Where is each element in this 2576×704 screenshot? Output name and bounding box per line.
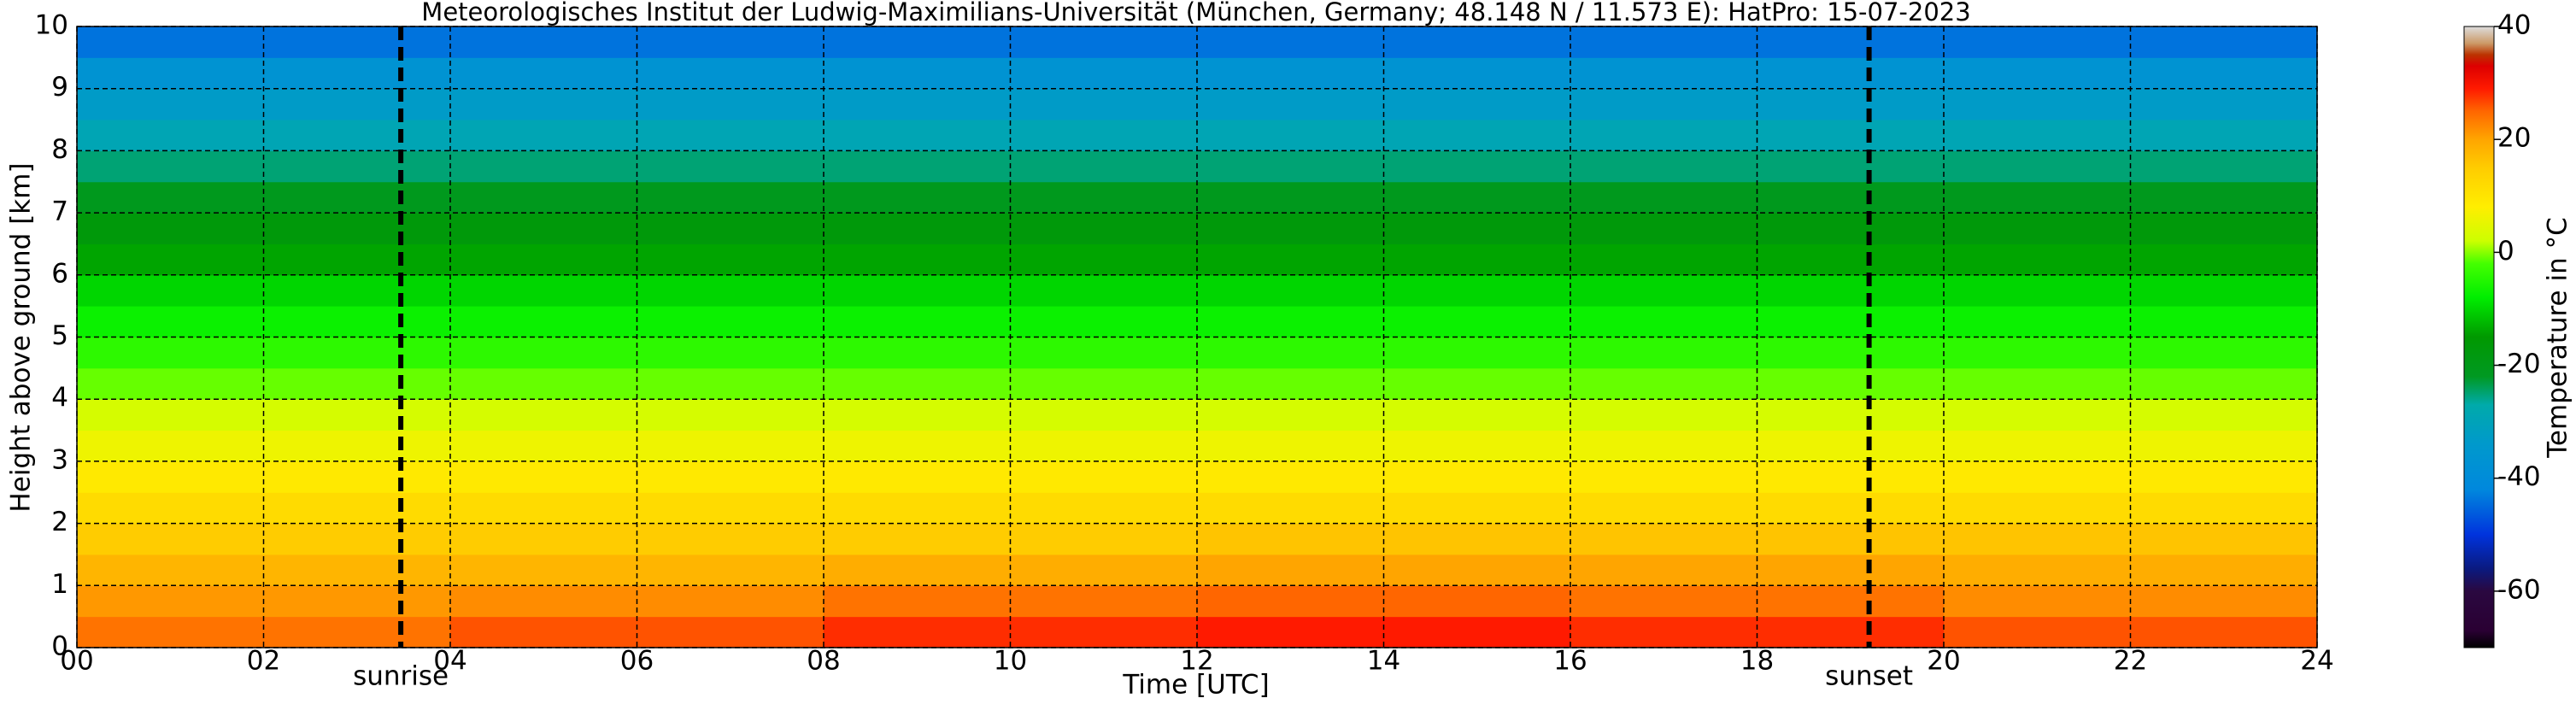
y-tick-label: 5 xyxy=(51,320,68,351)
x-tick-label: 14 xyxy=(1367,646,1400,677)
y-tick-label: 10 xyxy=(35,10,68,41)
colorbar-tick-label: 0 xyxy=(2497,236,2514,267)
y-axis-label: Height above ground [km] xyxy=(6,162,37,512)
x-tick-label: 10 xyxy=(994,646,1027,677)
y-tick-label: 1 xyxy=(51,569,68,600)
chart-title: Meteorologisches Institut der Ludwig-Max… xyxy=(421,0,1970,26)
y-tick-label: 8 xyxy=(51,134,68,165)
x-tick-label: 00 xyxy=(60,646,93,677)
x-tick-label: 20 xyxy=(1927,646,1960,677)
y-tick-label: 3 xyxy=(51,444,68,475)
y-tick-label: 7 xyxy=(51,197,68,227)
x-tick-label: 08 xyxy=(807,646,840,677)
colorbar-tick-label: -40 xyxy=(2497,461,2541,492)
x-tick-label: 24 xyxy=(2300,646,2333,677)
x-tick-label: 12 xyxy=(1180,646,1213,677)
y-tick-label: 6 xyxy=(51,258,68,289)
x-tick-label: 04 xyxy=(433,646,466,677)
colorbar-tick-label: -20 xyxy=(2497,349,2541,379)
x-tick-label: 02 xyxy=(247,646,280,677)
annotation-label: sunset xyxy=(1825,661,1913,692)
y-tick-label: 4 xyxy=(51,383,68,414)
colorbar-tick-label: -60 xyxy=(2497,574,2541,605)
colorbar-tick-label: 40 xyxy=(2497,10,2531,41)
y-tick-label: 9 xyxy=(51,72,68,103)
x-tick-label: 16 xyxy=(1553,646,1587,677)
colorbar-label: Temperature in °C xyxy=(2543,217,2573,458)
x-tick-label: 22 xyxy=(2114,646,2147,677)
annotation-label: sunrise xyxy=(353,661,449,692)
x-tick-label: 06 xyxy=(620,646,654,677)
colorbar-tick-label: 20 xyxy=(2497,123,2531,154)
colorbar xyxy=(2463,26,2495,648)
x-axis-label: Time [UTC] xyxy=(1122,670,1269,701)
y-tick-label: 2 xyxy=(51,507,68,537)
y-tick-label: 0 xyxy=(51,631,68,662)
x-tick-label: 18 xyxy=(1740,646,1774,677)
